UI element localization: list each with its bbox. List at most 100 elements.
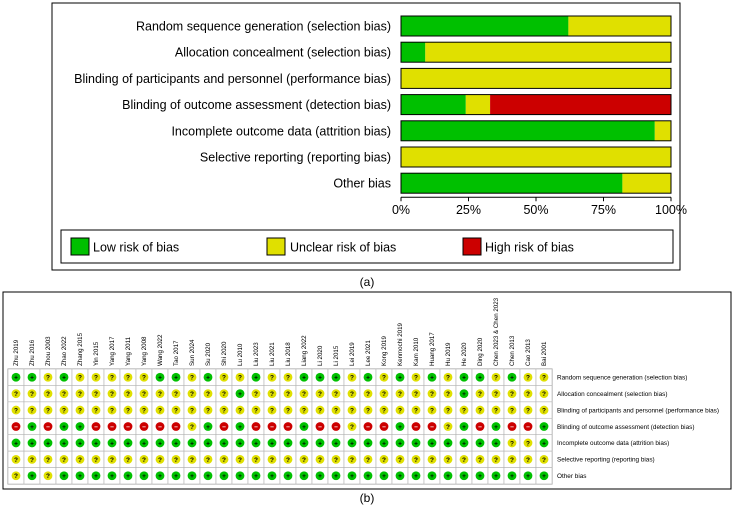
judgement-symbol: + <box>158 440 162 447</box>
judgement-symbol: + <box>414 440 418 447</box>
judgement-symbol: + <box>366 473 370 480</box>
judgement-unclear <box>379 405 389 415</box>
judgement-symbol: ? <box>318 407 322 414</box>
bar-outline <box>400 146 672 168</box>
bar-unclear <box>425 42 671 63</box>
judgement-symbol: ? <box>222 375 226 382</box>
judgement-unclear <box>11 454 21 464</box>
judgement-unclear <box>379 454 389 464</box>
panel-a-caption: (a) <box>360 275 375 289</box>
judgement-symbol: ? <box>270 407 274 414</box>
judgement-unclear <box>59 454 69 464</box>
judgement-unclear <box>123 454 133 464</box>
judgement-low <box>107 471 117 481</box>
study-label: Liu 2018 <box>285 342 292 366</box>
judgement-symbol: ? <box>14 473 18 480</box>
judgement-high <box>267 422 277 431</box>
judgement-symbol: − <box>126 424 130 431</box>
judgement-unclear <box>139 454 149 464</box>
judgement-symbol: + <box>526 473 530 480</box>
judgement-symbol: + <box>334 375 338 382</box>
study-label: Kong 2019 <box>381 336 388 366</box>
judgement-low <box>75 422 85 431</box>
judgement-high <box>315 422 325 431</box>
panel-b-caption: (b) <box>360 491 375 505</box>
judgement-unclear <box>443 372 453 382</box>
judgement-unclear <box>139 372 149 382</box>
judgement-symbol: ? <box>542 407 546 414</box>
judgement-symbol: ? <box>286 457 290 464</box>
panel-a-bars <box>400 15 672 194</box>
judgement-unclear <box>11 471 21 481</box>
judgement-symbol: + <box>414 473 418 480</box>
judgement-low <box>539 422 549 431</box>
judgement-symbol: − <box>286 424 290 431</box>
study-label: Lei 2019 <box>349 342 356 366</box>
judgement-low <box>251 438 261 448</box>
bar-unclear <box>401 147 671 167</box>
judgement-unclear <box>395 454 405 464</box>
judgement-symbol: ? <box>478 407 482 414</box>
domain-label: Blinding of participants and personnel (… <box>74 72 391 86</box>
judgement-symbol: ? <box>478 391 482 398</box>
judgement-low <box>395 422 405 431</box>
judgement-symbol: + <box>350 473 354 480</box>
judgement-high <box>155 422 165 431</box>
study-label: Li 2015 <box>333 345 340 366</box>
judgement-symbol: ? <box>446 407 450 414</box>
judgement-symbol: ? <box>206 391 210 398</box>
judgement-unclear <box>491 372 501 382</box>
judgement-unclear <box>475 454 485 464</box>
judgement-symbol: ? <box>510 391 514 398</box>
judgement-unclear <box>283 389 293 399</box>
judgement-symbol: ? <box>14 391 18 398</box>
judgement-symbol: + <box>334 440 338 447</box>
judgement-low <box>315 471 325 481</box>
study-label: Shi 2020 <box>221 341 228 366</box>
judgement-low <box>331 438 341 448</box>
judgement-symbol: ? <box>78 375 82 382</box>
judgement-low <box>59 438 69 448</box>
judgement-unclear <box>219 454 229 464</box>
judgement-symbol: + <box>302 473 306 480</box>
judgement-symbol: + <box>254 473 258 480</box>
judgement-symbol: + <box>510 473 514 480</box>
judgement-unclear <box>91 454 101 464</box>
judgement-symbol: ? <box>158 407 162 414</box>
judgement-high <box>283 422 293 431</box>
judgement-low <box>107 438 117 448</box>
judgement-symbol: ? <box>14 457 18 464</box>
judgement-unclear <box>523 405 533 415</box>
judgement-low <box>251 372 261 382</box>
judgement-low <box>235 438 245 448</box>
judgement-low <box>27 438 37 448</box>
judgement-symbol: + <box>126 473 130 480</box>
judgement-symbol: ? <box>350 375 354 382</box>
judgement-symbol: + <box>174 473 178 480</box>
judgement-low <box>283 471 293 481</box>
judgement-low <box>11 438 21 448</box>
legend-swatch-low <box>70 237 90 256</box>
judgement-symbol: ? <box>30 391 34 398</box>
study-label: Huang 2017 <box>429 332 436 366</box>
judgement-symbol: ? <box>254 407 258 414</box>
judgement-symbol: ? <box>126 391 130 398</box>
judgement-symbol: ? <box>94 407 98 414</box>
judgement-symbol: ? <box>526 440 530 447</box>
study-label: Liang 2022 <box>301 335 308 366</box>
judgement-symbol: ? <box>126 407 130 414</box>
judgement-unclear <box>107 389 117 399</box>
judgement-symbol: + <box>206 424 210 431</box>
judgement-symbol: ? <box>46 473 50 480</box>
judgement-symbol: ? <box>222 391 226 398</box>
domain-label: Allocation concealment (selection bias) <box>557 391 667 398</box>
legend-frame <box>60 229 674 264</box>
judgement-symbol: ? <box>238 375 242 382</box>
study-label: Lu 2010 <box>237 343 244 366</box>
judgement-symbol: ? <box>350 407 354 414</box>
judgement-symbol: + <box>78 440 82 447</box>
judgement-unclear <box>283 372 293 382</box>
judgement-symbol: ? <box>334 407 338 414</box>
bar-low <box>401 42 426 63</box>
judgement-low <box>155 438 165 448</box>
